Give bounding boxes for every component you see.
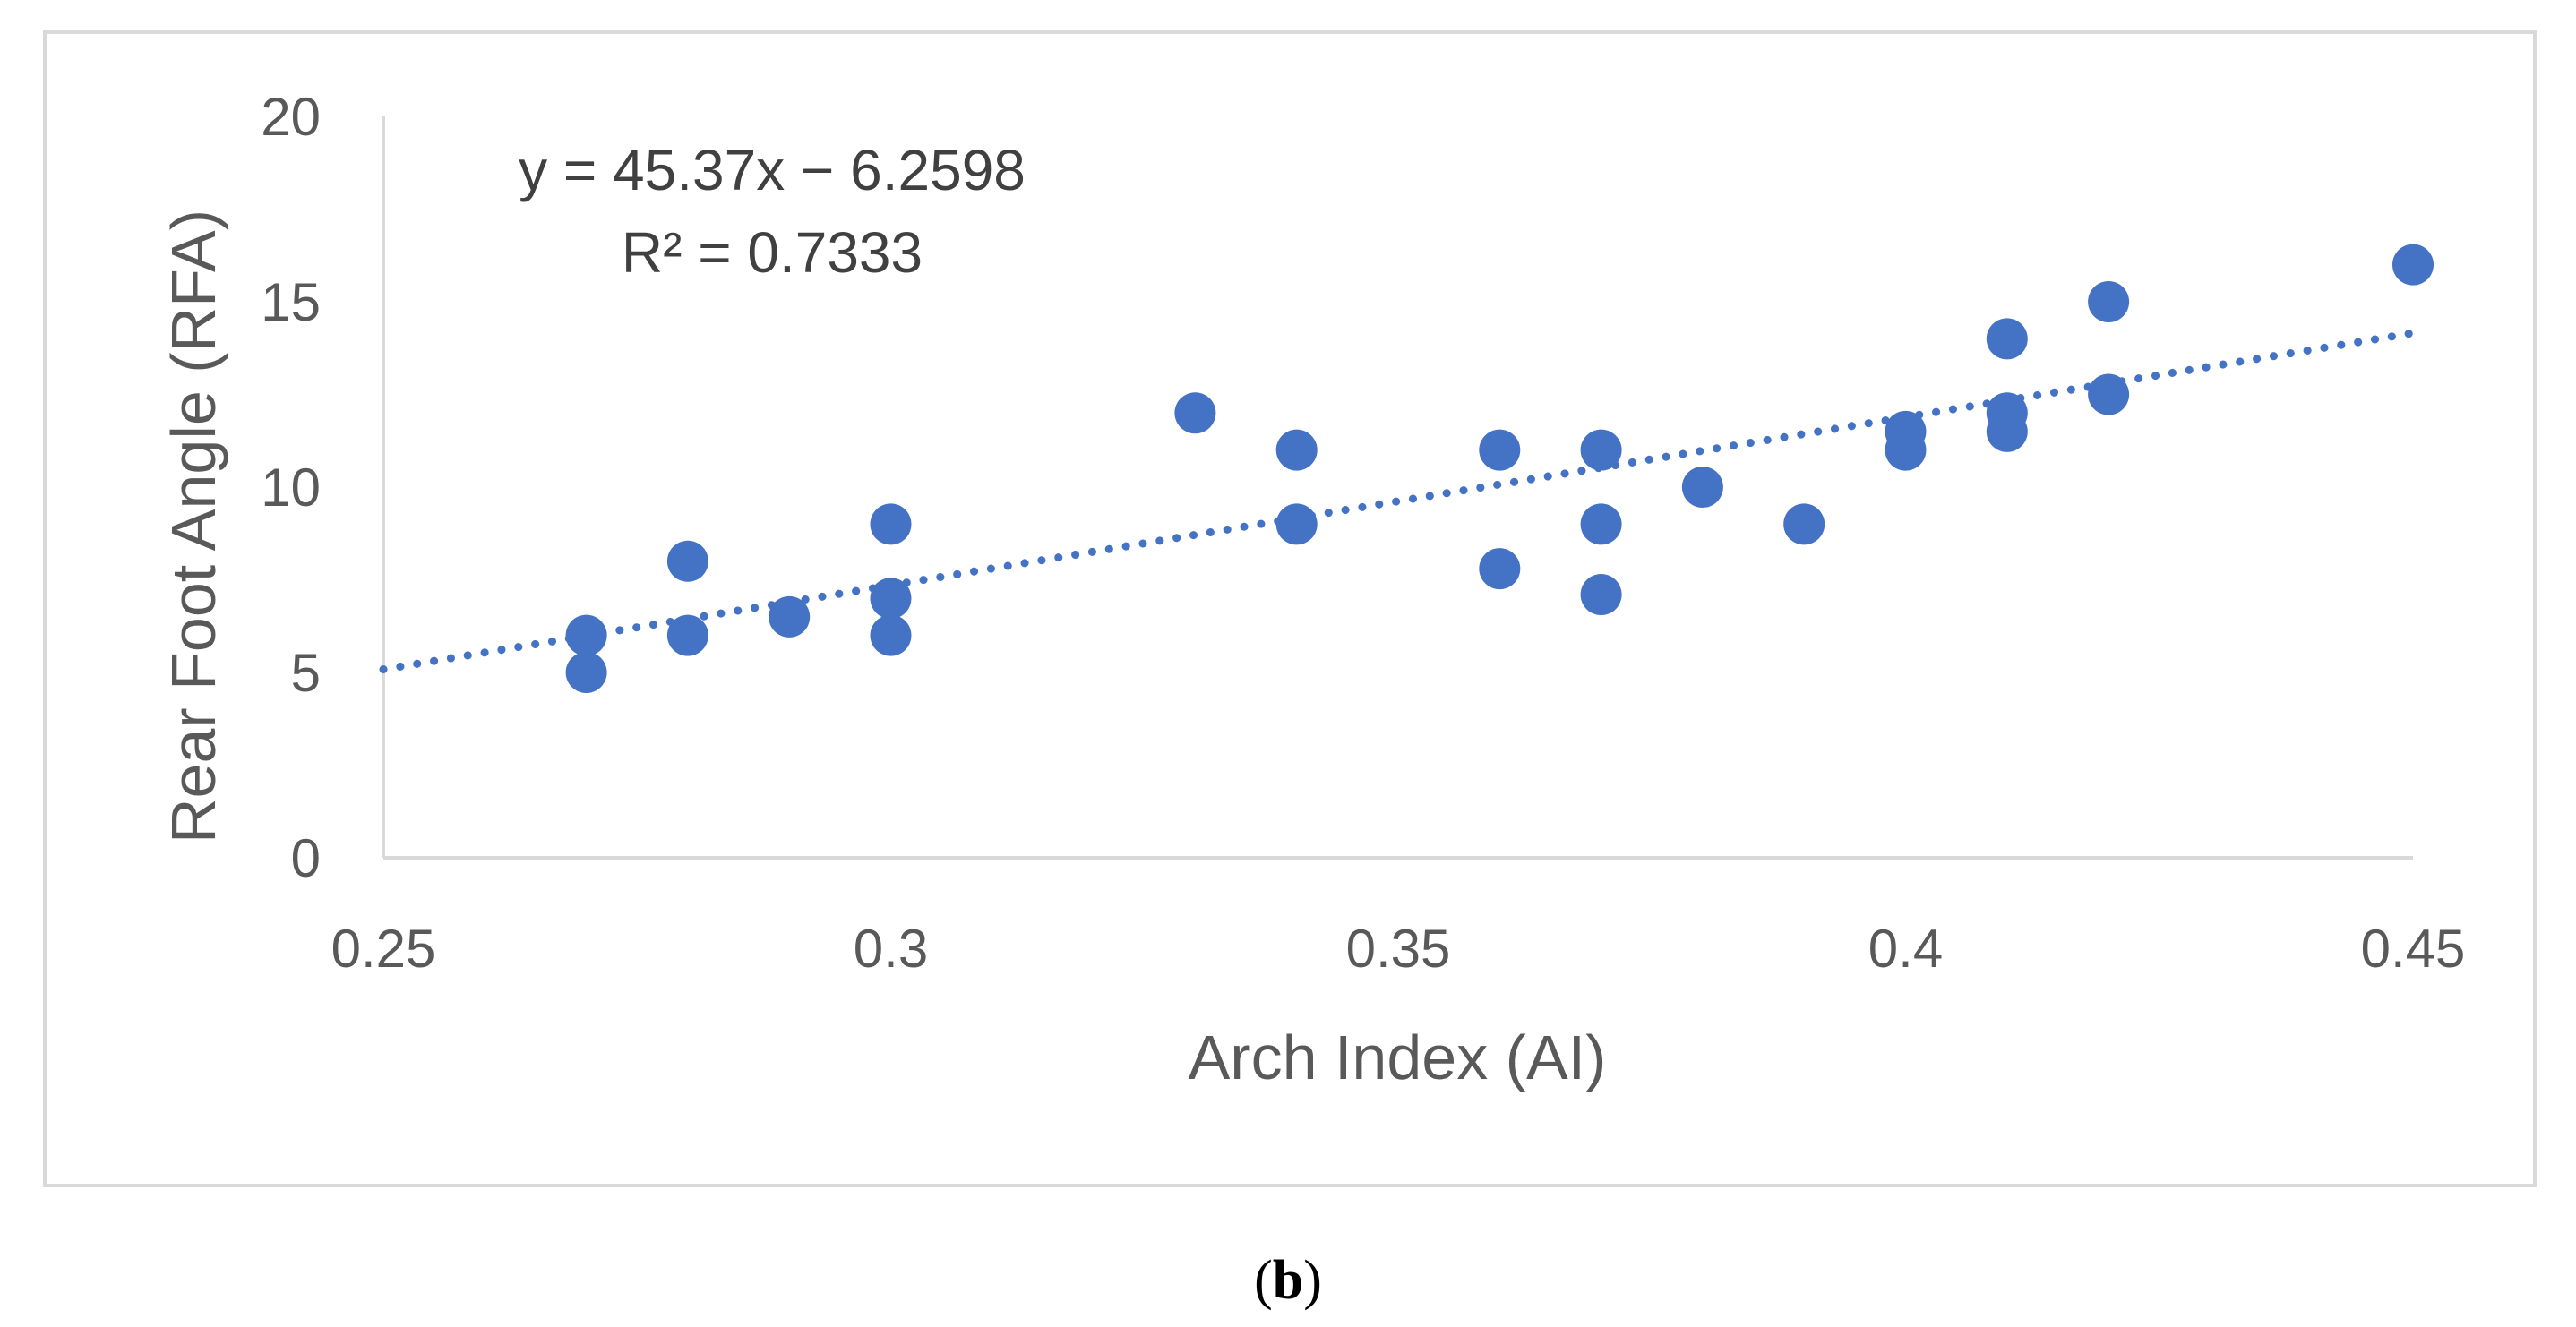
data-point <box>2088 281 2130 322</box>
y-tick-label: 5 <box>291 643 321 703</box>
data-point <box>666 614 708 656</box>
data-point <box>1479 548 1521 590</box>
chart-frame <box>43 30 2537 1187</box>
data-point <box>1986 318 2028 360</box>
data-point <box>1885 429 1927 471</box>
data-point <box>870 614 912 656</box>
x-axis-title: Arch Index (AI) <box>1189 1023 1607 1092</box>
data-point <box>1275 503 1318 545</box>
data-point <box>1479 429 1521 471</box>
r-squared-label: R² = 0.7333 <box>622 220 923 285</box>
data-point <box>1580 429 1622 471</box>
data-point <box>1174 392 1216 434</box>
caption-open-paren: ( <box>1254 1250 1273 1311</box>
y-tick-label: 0 <box>291 828 321 888</box>
plot-area: 0 5 10 15 20 0.25 0.3 0.35 0.4 0.45 <box>261 87 2465 979</box>
data-point <box>1986 410 2028 452</box>
x-tick-label: 0.4 <box>1868 919 1943 979</box>
y-axis-title: Rear Foot Angle (RFA) <box>159 210 228 843</box>
data-point <box>870 578 912 620</box>
data-point <box>2392 244 2434 286</box>
trendline <box>379 329 2417 674</box>
y-tick-label: 20 <box>261 87 321 147</box>
caption-close-paren: ) <box>1303 1250 1322 1311</box>
trendline-equation: y = 45.37x − 6.2598 <box>519 138 1026 202</box>
data-point <box>1580 503 1622 545</box>
data-point <box>2088 373 2130 415</box>
figure-caption: (b) <box>1254 1250 1322 1311</box>
caption-letter: b <box>1273 1250 1303 1311</box>
data-point <box>1783 503 1825 545</box>
data-point <box>1275 429 1318 471</box>
data-point <box>565 614 607 656</box>
x-tick-label: 0.45 <box>2361 919 2466 979</box>
y-tick-label: 15 <box>261 272 321 332</box>
data-point <box>565 652 607 693</box>
x-tick-label: 0.25 <box>331 919 436 979</box>
x-tick-label: 0.35 <box>1346 919 1451 979</box>
x-tick-label: 0.3 <box>854 919 928 979</box>
data-point <box>1580 574 1622 616</box>
data-point <box>666 540 708 582</box>
data-point <box>1681 467 1723 508</box>
y-tick-label: 10 <box>261 458 321 518</box>
data-point <box>870 503 912 545</box>
data-point <box>769 595 811 638</box>
